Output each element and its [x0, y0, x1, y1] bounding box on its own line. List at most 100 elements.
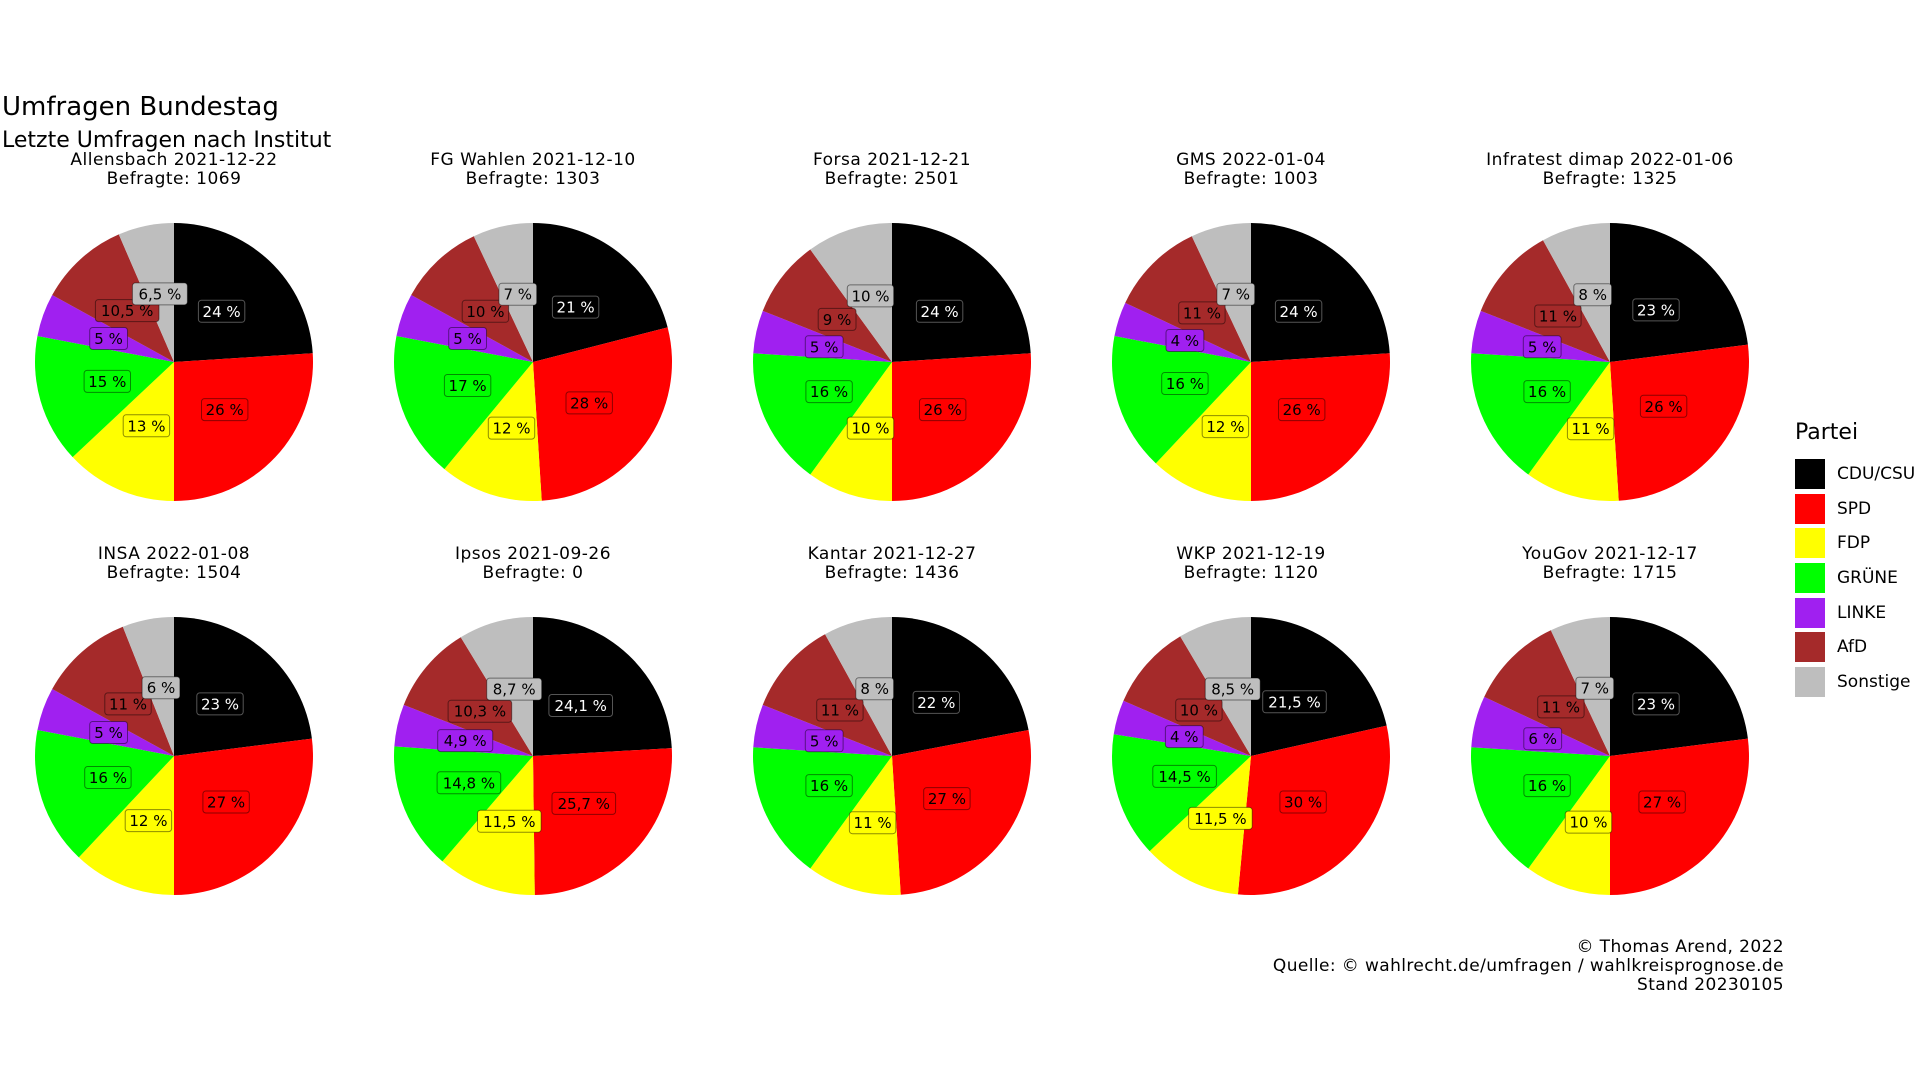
pie-label-box — [805, 380, 853, 404]
pie-label-text: 24 % — [203, 303, 241, 321]
pie-slice-afd — [762, 249, 892, 362]
pie-label-box — [1175, 698, 1223, 722]
pie-label-box — [846, 284, 895, 308]
pie-label-text: 21,5 % — [1268, 693, 1320, 711]
pie-label-text: 11,5 % — [1194, 810, 1246, 828]
pie-label-box — [443, 374, 492, 397]
pie-label-fdp: 12 % — [1201, 415, 1250, 439]
pie-label-text: 12 % — [1206, 418, 1244, 436]
pie-label-fdp: 10 % — [846, 416, 895, 440]
pie-label-cdu-csu: 23 % — [1632, 692, 1680, 716]
legend-swatch — [1795, 597, 1825, 628]
pie-slice-afd — [1125, 236, 1251, 362]
panel-respondents: Befragte: 1715 — [1542, 563, 1678, 583]
pie-label-box — [89, 327, 128, 350]
pie-label-text: 25,7 % — [558, 795, 610, 813]
pie-label-sonstige: 8,5 % — [1204, 677, 1261, 701]
pie-label-afd: 11 % — [1534, 304, 1582, 328]
pie-label-box — [1161, 372, 1209, 395]
pie-label-spd: 26 % — [1278, 398, 1326, 422]
pie-label-text: 23 % — [1637, 301, 1675, 319]
pie-insa-2022-01-08: 23 % 27 % 12 % 16 % 5 % 11 %6 % — [34, 617, 313, 896]
pie-label-box — [816, 698, 864, 722]
pie-label-linke: 5 % — [89, 721, 128, 744]
pie-label-text: 10 % — [1180, 702, 1218, 720]
pie-label-box — [804, 335, 844, 359]
pie-slice-cdu-csu — [174, 617, 312, 756]
panel-respondents: Befragte: 1325 — [1542, 169, 1678, 189]
pie-slice-cdu-csu — [1610, 223, 1748, 362]
pie-label-box — [1639, 394, 1688, 418]
pie-slice-gr-ne — [34, 335, 174, 458]
legend-swatch — [1795, 632, 1825, 663]
legend-label: CDU/CSU — [1837, 464, 1916, 485]
pie-label-gr-ne: 14,8 % — [436, 771, 502, 795]
pie-label-text: 5 % — [94, 724, 123, 742]
pie-label-text: 10 % — [851, 287, 889, 305]
pie-labels: 21,5 % 30 % 11,5 % 14,5 % 4 % 10 % 8,5 % — [1152, 677, 1327, 830]
pie-label-text: 11,5 % — [483, 813, 535, 831]
pie-labels: 23 %26 %11 %16 %5 %11 %8 % — [1522, 283, 1688, 441]
pie-label-box — [1274, 299, 1323, 323]
pie-slice-cdu-csu — [1610, 617, 1748, 756]
panel-title-text: Ipsos 2021-09-26 — [454, 544, 612, 564]
panel-title-forsa-2021-12-21: Forsa 2021-12-21 Befragte: 2501 — [742, 151, 1042, 189]
pie-slice-spd — [1610, 344, 1749, 501]
pie-label-box — [919, 398, 967, 422]
legend-swatch — [1795, 563, 1825, 594]
pie-label-box — [486, 677, 543, 701]
pie-label-text: 7 % — [1581, 680, 1610, 698]
legend: Partei CDU/CSU SPD FDP GRÜNE LINKE AfD S… — [1795, 420, 1915, 699]
pie-label-sonstige: 6,5 % — [131, 282, 188, 306]
legend-swatch — [1795, 528, 1825, 559]
pie-label-text: 8,5 % — [1211, 681, 1254, 699]
pie-slice-cdu-csu — [1251, 223, 1390, 362]
pie-slice-gr-ne — [393, 335, 533, 470]
panel-title-kantar-2021-12-27: Kantar 2021-12-27 Befragte: 1436 — [742, 545, 1042, 583]
legend-label: GRÜNE — [1837, 568, 1898, 589]
pie-label-afd: 10 % — [1175, 698, 1223, 722]
pie-label-text: 5 % — [453, 330, 482, 348]
pie-label-gr-ne: 16 % — [84, 766, 132, 789]
pie-label-box — [1204, 677, 1261, 701]
pie-label-text: 15 % — [88, 373, 126, 391]
pie-label-text: 5 % — [810, 338, 839, 356]
pie-slice-spd — [1610, 738, 1749, 895]
panel-title-allensbach-2021-12-22: Allensbach 2021-12-22 Befragte: 1069 — [24, 151, 324, 189]
pie-label-text: 10,3 % — [454, 703, 506, 721]
pie-label-text: 10 % — [1569, 814, 1607, 832]
pie-label-gr-ne: 17 % — [443, 374, 492, 397]
pie-label-box — [1537, 695, 1585, 719]
pie-label-gr-ne: 16 % — [805, 774, 853, 798]
pie-label-text: 11 % — [1572, 420, 1610, 438]
pie-labels: 23 % 27 % 12 % 16 % 5 % 11 %6 % — [84, 676, 250, 833]
pie-label-cdu-csu: 24,1 % — [548, 694, 614, 717]
pie-label-spd: 27 % — [1638, 790, 1686, 814]
pie-label-afd: 11 % — [816, 698, 864, 722]
legend-item-fdp: FDP — [1795, 526, 1915, 561]
caption-author: © Thomas Arend, 2022 — [1576, 937, 1784, 957]
pie-label-box — [461, 299, 510, 323]
pie-label-box — [1164, 725, 1204, 749]
pie-label-linke: 4,9 % — [437, 729, 494, 753]
pie-slice-spd — [533, 327, 672, 501]
panel-title-text: Allensbach 2021-12-22 — [70, 150, 278, 170]
pie-label-box — [1566, 417, 1615, 441]
pie-slice-spd — [174, 738, 313, 895]
panel-title-text: INSA 2022-01-08 — [97, 544, 251, 564]
pie-label-sonstige: 7 % — [1575, 676, 1615, 700]
pie-label-text: 16 % — [1528, 383, 1566, 401]
pie-label-box — [1523, 774, 1571, 798]
pie-slice-gr-ne — [1470, 353, 1610, 475]
pie-slice-cdu-csu — [892, 223, 1031, 362]
pie-slice-spd — [892, 729, 1032, 895]
legend-label: FDP — [1837, 533, 1871, 554]
panel-respondents: Befragte: 1069 — [106, 169, 242, 189]
pie-slice-cdu-csu — [174, 223, 313, 362]
legend-swatch — [1795, 459, 1825, 490]
pie-label-box — [915, 299, 964, 323]
pie-label-text: 23 % — [201, 695, 239, 713]
pie-label-sonstige: 10 % — [846, 284, 895, 308]
pie-label-box — [94, 299, 160, 323]
panel-title-infratest-dimap-2022-01-06: Infratest dimap 2022-01-06 Befragte: 1325 — [1460, 151, 1760, 189]
